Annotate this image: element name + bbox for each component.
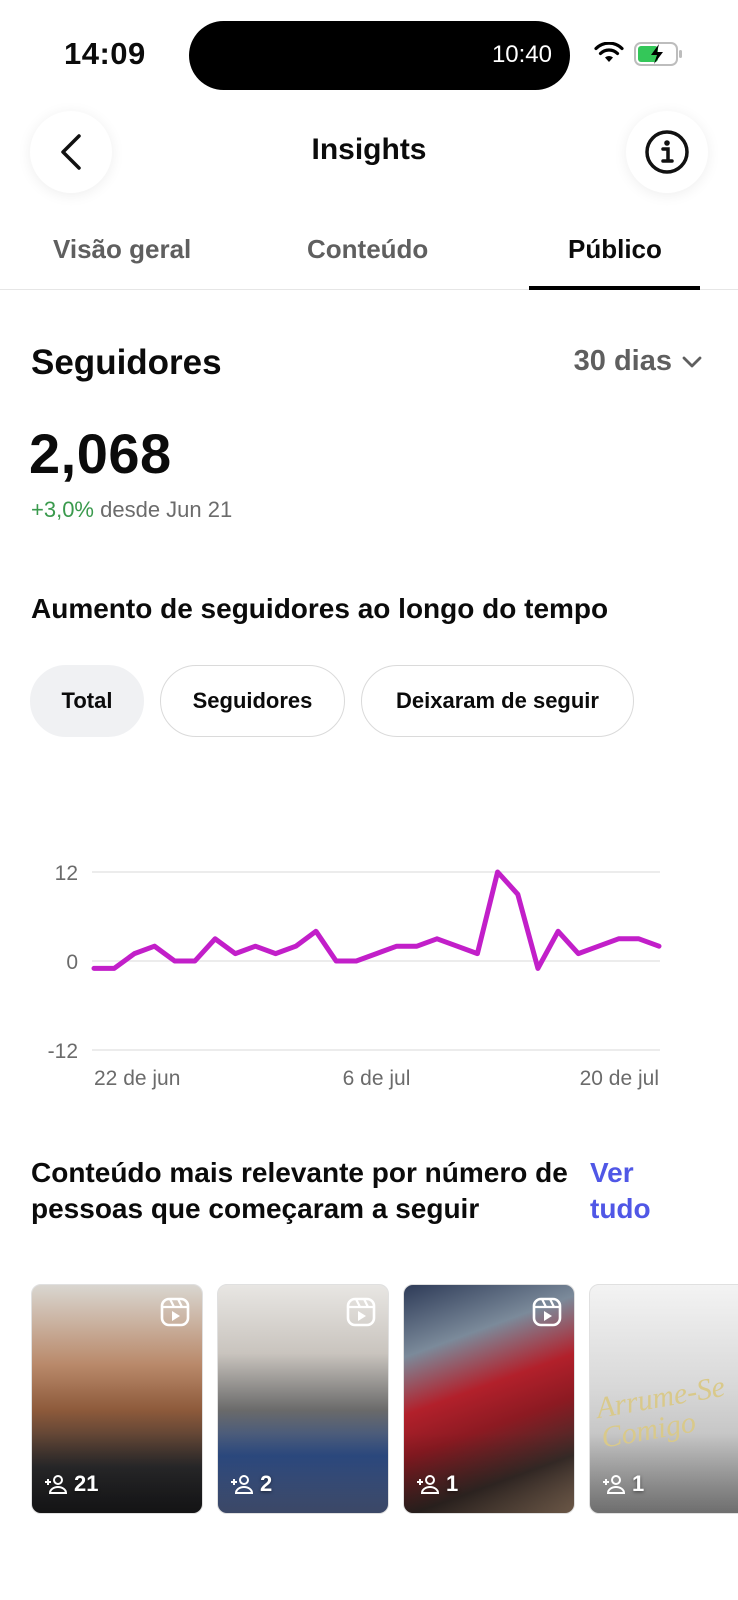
date-range-dropdown[interactable]: 30 dias — [574, 345, 702, 378]
follow-count-value: 2 — [260, 1471, 273, 1496]
dynamic-island: 10:40 — [189, 21, 570, 90]
page-title: Insights — [311, 133, 427, 166]
follow-count: 1 — [416, 1471, 458, 1497]
follow-count-value: 1 — [632, 1471, 645, 1496]
island-time: 10:40 — [491, 41, 552, 68]
delta-since: desde Jun 21 — [100, 497, 233, 522]
thumbnail-shade — [32, 1433, 202, 1513]
back-button[interactable] — [30, 111, 112, 193]
date-range-label: 30 dias — [573, 345, 672, 377]
delta-percent: +3,0% — [31, 497, 94, 522]
reels-icon — [160, 1297, 190, 1327]
tab-content[interactable]: Conteúdo — [307, 234, 429, 264]
active-tab-indicator — [529, 286, 700, 290]
wifi-icon — [594, 42, 624, 62]
info-icon — [645, 130, 689, 174]
content-thumbnail[interactable]: 2 — [217, 1284, 389, 1514]
follow-count-value: 1 — [446, 1471, 459, 1496]
x-tick-label: 20 de jul — [580, 1067, 659, 1090]
y-tick-label: 12 — [55, 862, 78, 885]
chevron-left-icon — [61, 134, 81, 170]
series-line — [91, 869, 662, 971]
content-thumbnail[interactable]: 21 — [31, 1284, 203, 1514]
top-content-title: Conteúdo mais relevante por número de pe… — [31, 1157, 568, 1224]
person-add-icon — [45, 1475, 68, 1494]
info-button[interactable] — [626, 111, 708, 193]
reels-icon — [532, 1297, 562, 1327]
follow-count: 21 — [44, 1471, 98, 1497]
follow-count: 2 — [230, 1471, 272, 1497]
thumbnail-shade — [218, 1433, 388, 1513]
y-tick-label: -12 — [48, 1040, 78, 1063]
follow-count-value: 21 — [74, 1471, 99, 1496]
chevron-down-icon — [682, 356, 702, 367]
follow-count: 1 — [602, 1471, 644, 1497]
followers-title: Seguidores — [31, 343, 222, 382]
followers-count: 2,068 — [29, 422, 172, 485]
content-thumbnail[interactable]: 1 — [403, 1284, 575, 1514]
person-add-icon — [417, 1475, 440, 1494]
see-all-link[interactable]: Ver tudo — [590, 1157, 651, 1224]
y-tick-label: 0 — [66, 951, 78, 974]
filter-chip-unfollows[interactable]: Deixaram de seguir — [361, 665, 634, 737]
x-tick-label: 6 de jul — [343, 1067, 411, 1090]
status-time: 14:09 — [64, 36, 146, 71]
filter-chip-followers[interactable]: Seguidores — [160, 665, 345, 737]
x-tick-label: 22 de jun — [94, 1067, 180, 1090]
tab-overview[interactable]: Visão geral — [53, 234, 192, 264]
growth-title: Aumento de seguidores ao longo do tempo — [31, 593, 609, 624]
reels-icon — [346, 1297, 376, 1327]
battery-icon — [634, 42, 682, 66]
followers-line-chart: 12 0 -12 22 de jun 6 de jul 20 de jul — [48, 862, 662, 1090]
thumbnail-shade — [590, 1433, 738, 1513]
person-add-icon — [231, 1475, 254, 1494]
filter-chip-total[interactable]: Total — [30, 665, 144, 737]
content-thumbnail[interactable]: Arrume-Se Comigo 1 — [589, 1284, 738, 1514]
followers-delta: +3,0% desde Jun 21 — [31, 497, 232, 523]
person-add-icon — [603, 1475, 626, 1494]
tab-bar: Visão geral Conteúdo Público — [0, 210, 738, 290]
tab-audience[interactable]: Público — [568, 234, 662, 264]
thumbnail-shade — [404, 1433, 574, 1513]
